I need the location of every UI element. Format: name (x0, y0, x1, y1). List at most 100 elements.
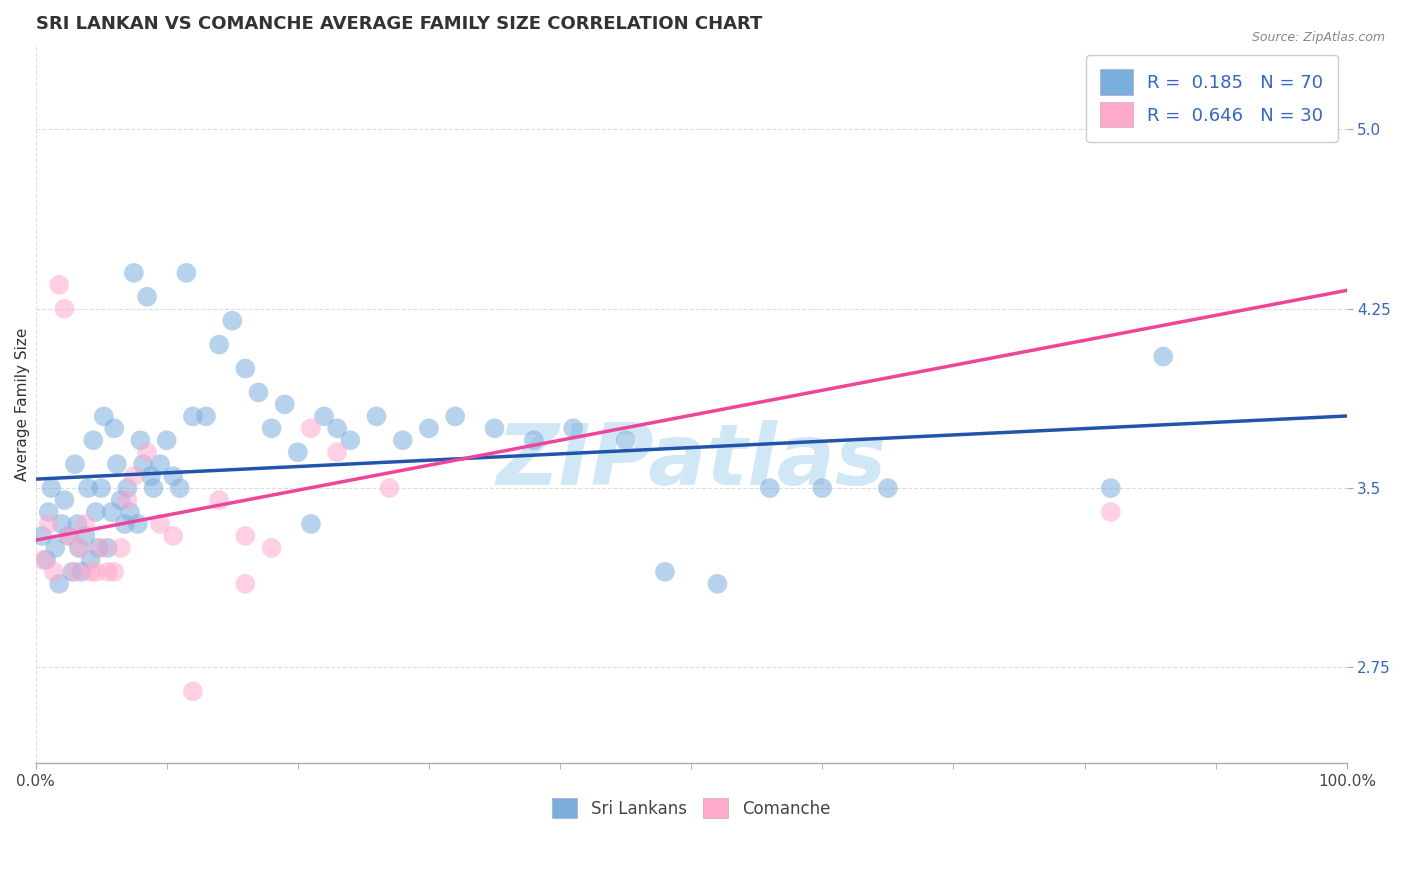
Point (162, 469, 184, 483)
Point (162, 529, 184, 543)
Point (235, 529, 257, 543)
Point (181, 684, 204, 698)
Point (235, 576, 257, 591)
Point (122, 266, 145, 280)
Point (35, 553, 58, 567)
Point (378, 481, 401, 495)
Point (90, 481, 112, 495)
Point (31, 529, 53, 543)
Point (32, 553, 55, 567)
Point (93, 409, 115, 424)
Point (260, 421, 283, 435)
Point (77, 481, 100, 495)
Text: Source: ZipAtlas.com: Source: ZipAtlas.com (1251, 31, 1385, 45)
Point (149, 516, 172, 531)
Point (58, 529, 80, 543)
Point (235, 361, 257, 376)
Point (53, 493, 76, 508)
Point (129, 434, 152, 448)
Point (339, 434, 361, 448)
Point (136, 290, 159, 304)
Point (484, 421, 506, 435)
Point (1099, 481, 1122, 495)
Point (48, 277, 70, 292)
Point (299, 516, 322, 531)
Point (208, 493, 231, 508)
Point (100, 505, 122, 519)
Point (176, 266, 198, 280)
Point (142, 481, 165, 495)
Point (97, 565, 120, 579)
Point (444, 409, 467, 424)
Point (811, 481, 834, 495)
Point (110, 493, 132, 508)
Point (195, 409, 218, 424)
Point (132, 457, 155, 471)
Point (79, 565, 101, 579)
Point (87, 541, 110, 555)
Point (84, 565, 107, 579)
Point (759, 481, 782, 495)
Point (221, 314, 243, 328)
Point (39, 481, 62, 495)
Point (75, 529, 97, 543)
Point (1099, 505, 1122, 519)
Point (391, 434, 413, 448)
Point (247, 385, 270, 400)
Point (122, 469, 145, 483)
Text: SRI LANKAN VS COMANCHE AVERAGE FAMILY SIZE CORRELATION CHART: SRI LANKAN VS COMANCHE AVERAGE FAMILY SI… (35, 15, 762, 33)
Point (287, 445, 309, 459)
Point (97, 541, 120, 555)
Point (156, 434, 179, 448)
Point (53, 301, 76, 316)
Y-axis label: Average Family Size: Average Family Size (15, 327, 30, 481)
Point (326, 445, 349, 459)
Point (562, 421, 585, 435)
Point (51, 516, 73, 531)
Point (366, 409, 388, 424)
Point (114, 516, 136, 531)
Point (103, 565, 125, 579)
Point (1152, 350, 1174, 364)
Point (75, 516, 97, 531)
Point (44, 541, 66, 555)
Point (523, 434, 546, 448)
Point (60, 565, 83, 579)
Point (118, 505, 141, 519)
Point (260, 541, 283, 555)
Point (312, 409, 335, 424)
Text: ZIPatlas: ZIPatlas (496, 420, 886, 503)
Point (181, 409, 204, 424)
Point (136, 445, 159, 459)
Point (59, 529, 82, 543)
Point (82, 434, 104, 448)
Legend: Sri Lankans, Comanche: Sri Lankans, Comanche (544, 789, 838, 827)
Point (208, 337, 231, 351)
Point (299, 421, 322, 435)
Point (66, 516, 89, 531)
Point (110, 541, 132, 555)
Point (67, 541, 90, 555)
Point (38, 505, 60, 519)
Point (117, 493, 139, 508)
Point (273, 397, 295, 411)
Point (63, 457, 86, 471)
Point (103, 421, 125, 435)
Point (139, 469, 162, 483)
Point (654, 565, 676, 579)
Point (127, 516, 149, 531)
Point (418, 421, 440, 435)
Point (105, 457, 128, 471)
Point (38, 516, 60, 531)
Point (63, 565, 86, 579)
Point (84, 505, 107, 519)
Point (169, 481, 191, 495)
Point (149, 457, 172, 471)
Point (614, 434, 637, 448)
Point (79, 553, 101, 567)
Point (706, 576, 728, 591)
Point (70, 565, 93, 579)
Point (876, 481, 898, 495)
Point (48, 576, 70, 591)
Point (90, 541, 112, 555)
